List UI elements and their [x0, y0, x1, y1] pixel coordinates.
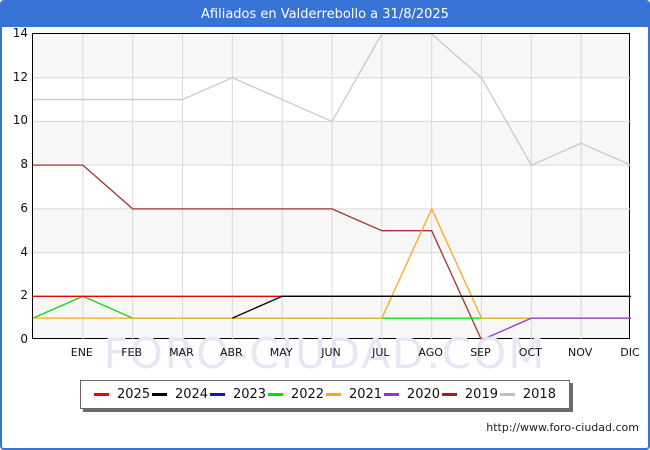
legend-label: 2022: [290, 387, 325, 402]
title-bar: Afiliados en Valderrebollo a 31/8/2025: [2, 2, 648, 27]
y-tick-label: 8: [20, 157, 28, 172]
legend-swatch-icon: [209, 393, 225, 396]
y-tick-label: 14: [12, 26, 28, 40]
legend-swatch-icon: [499, 393, 515, 396]
legend-swatch-icon: [94, 393, 109, 396]
legend-label: 2023: [232, 387, 267, 402]
series-line-2018: [33, 34, 631, 166]
legend-label: 2025: [117, 387, 151, 402]
legend-item-2022: 2022: [267, 387, 325, 402]
y-tick-label: 6: [20, 200, 28, 215]
y-tick-label: 4: [20, 244, 28, 259]
legend-swatch-icon: [151, 393, 167, 396]
plot-area: [32, 33, 631, 340]
y-tick-label: 10: [12, 113, 28, 128]
legend: 2025 2024 2023 2022 2021 2020 2019 2018: [80, 380, 570, 409]
legend-item-2025: 2025: [94, 387, 150, 402]
x-tick-label-may: MAY: [269, 346, 293, 359]
legend-item-2024: 2024: [151, 387, 209, 402]
x-tick-label-ago: AGO: [418, 346, 443, 359]
legend-swatch-icon: [267, 393, 283, 396]
x-tick-label-ene: ENE: [70, 346, 93, 359]
legend-item-2020: 2020: [383, 387, 441, 402]
legend-item-2019: 2019: [441, 387, 498, 402]
chart-canvas: [33, 34, 631, 340]
legend-label: 2020: [406, 387, 441, 402]
legend-item-2018: 2018: [499, 387, 556, 402]
series-line-2019: [33, 164, 483, 340]
legend-item-2021: 2021: [325, 387, 383, 402]
legend-label: 2018: [522, 387, 556, 402]
y-tick-label: 2: [20, 288, 28, 303]
legend-label: 2024: [174, 387, 209, 402]
x-tick-label-oct: OCT: [518, 346, 542, 359]
x-tick-label-feb: FEB: [121, 346, 143, 359]
legend-swatch-icon: [325, 393, 341, 396]
x-tick-label-jun: JUN: [321, 346, 341, 359]
legend-swatch-icon: [441, 393, 457, 396]
x-tick-label-abr: ABR: [219, 346, 243, 359]
x-tick-label-jul: JUL: [372, 346, 390, 359]
y-tick-label: 0: [20, 332, 28, 346]
legend-swatch-icon: [383, 393, 399, 396]
x-tick-label-dic: DIC: [620, 346, 640, 359]
footer-url: http://www.foro-ciudad.com: [486, 421, 639, 434]
chart-title: Afiliados en Valderrebollo a 31/8/2025: [201, 7, 449, 22]
legend-item-2023: 2023: [209, 387, 267, 402]
x-tick-label-sep: SEP: [470, 346, 491, 359]
series-line-2024: [232, 295, 631, 319]
series-line-2020: [481, 317, 631, 340]
legend-label: 2019: [464, 387, 498, 402]
x-tick-label-nov: NOV: [568, 346, 593, 359]
x-tick-label-mar: MAR: [169, 346, 194, 359]
y-tick-label: 12: [12, 69, 28, 84]
legend-label: 2021: [348, 387, 383, 402]
